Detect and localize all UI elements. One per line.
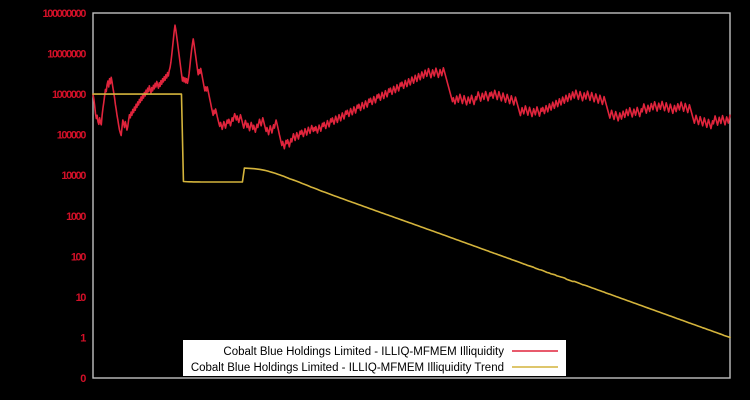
- legend-background: [183, 340, 566, 376]
- y-axis-tick-label: 10000000: [47, 49, 86, 61]
- y-axis-tick-label: 100000: [57, 130, 87, 142]
- y-axis-tick-label: 100: [71, 251, 86, 263]
- plot-area-frame: [92, 12, 731, 379]
- y-axis-tick-label: 0: [80, 373, 86, 385]
- legend-entry-label: Cobalt Blue Holdings Limited - ILLIQ-MFM…: [223, 346, 504, 358]
- y-axis-tick-label: 10: [76, 292, 87, 304]
- y-axis-tick-label: 1000: [66, 211, 86, 223]
- y-axis-tick-label: 1000000: [52, 89, 86, 101]
- chart-legend: Cobalt Blue Holdings Limited - ILLIQ-MFM…: [183, 340, 566, 376]
- y-axis-tick-labels: 1000000001000000010000001000001000010001…: [43, 8, 88, 385]
- illiquidity-series-line: [92, 24, 731, 150]
- data-series-group: [92, 24, 731, 339]
- y-axis-tick-label: 1: [80, 332, 86, 344]
- legend-entry-label: Cobalt Blue Holdings Limited - ILLIQ-MFM…: [191, 362, 504, 374]
- y-axis-tick-label: 100000000: [43, 8, 87, 20]
- y-axis-tick-label: 10000: [61, 170, 86, 182]
- illiquidity-trend-series-line: [92, 93, 731, 339]
